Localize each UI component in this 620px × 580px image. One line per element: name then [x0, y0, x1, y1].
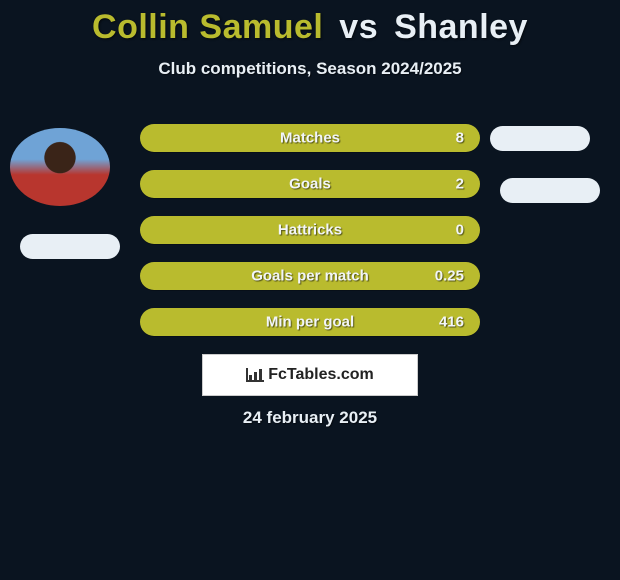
stat-row: Min per goal 416 [140, 308, 480, 336]
stats-container: Matches 8 Goals 2 Hattricks 0 Goals per match 0… [140, 124, 480, 354]
stat-value: 8 [456, 130, 464, 147]
stat-value: 416 [439, 314, 464, 331]
source-badge: FcTables.com [202, 354, 418, 396]
comparison-title: Collin Samuel vs Shanley [0, 0, 620, 47]
vs-text: vs [339, 8, 378, 46]
stat-row: Goals per match 0.25 [140, 262, 480, 290]
player1-name: Collin Samuel [92, 8, 323, 46]
decorative-pill-right-top [490, 126, 590, 151]
stat-value: 2 [456, 176, 464, 193]
stat-label: Goals per match [251, 268, 369, 285]
stat-row: Hattricks 0 [140, 216, 480, 244]
player1-avatar [10, 128, 110, 206]
stat-label: Hattricks [278, 222, 342, 239]
avatar-placeholder [10, 128, 110, 206]
stat-row: Matches 8 [140, 124, 480, 152]
date-text: 24 february 2025 [243, 408, 377, 428]
decorative-pill-left [20, 234, 120, 259]
stat-label: Min per goal [266, 314, 354, 331]
subtitle: Club competitions, Season 2024/2025 [0, 59, 620, 79]
player2-name: Shanley [394, 8, 528, 46]
stat-value: 0.25 [435, 268, 464, 285]
decorative-pill-right-bottom [500, 178, 600, 203]
chart-icon [246, 368, 264, 382]
stat-label: Goals [289, 176, 331, 193]
badge-text: FcTables.com [268, 366, 374, 384]
stat-value: 0 [456, 222, 464, 239]
stat-row: Goals 2 [140, 170, 480, 198]
stat-label: Matches [280, 130, 340, 147]
